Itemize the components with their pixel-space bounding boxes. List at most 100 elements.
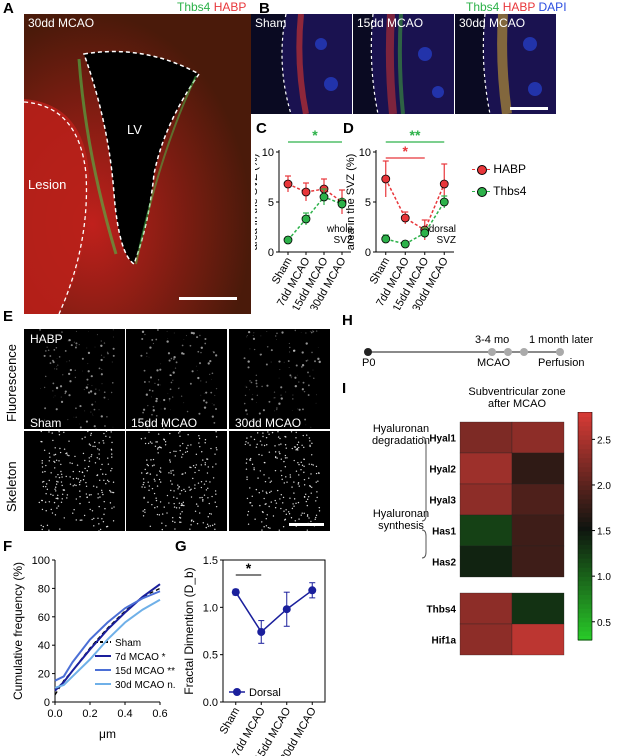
texture-dot bbox=[262, 435, 264, 438]
texture-dot bbox=[207, 497, 209, 499]
texture-dot bbox=[112, 329, 114, 331]
texture-dot bbox=[278, 360, 281, 363]
x-tick-label: 0.4 bbox=[117, 708, 132, 720]
texture-dot bbox=[157, 433, 160, 435]
data-point bbox=[337, 199, 347, 209]
texture-dot bbox=[168, 400, 170, 402]
texture-dot bbox=[140, 438, 143, 440]
texture-dot bbox=[215, 436, 218, 438]
texture-dot bbox=[179, 431, 181, 433]
texture-dot bbox=[250, 436, 252, 438]
texture-dot bbox=[198, 435, 200, 437]
texture-dot bbox=[303, 390, 306, 393]
texture-dot bbox=[295, 502, 297, 505]
texture-dot bbox=[273, 397, 275, 399]
texture-dot bbox=[99, 479, 101, 482]
texture-dot bbox=[103, 513, 105, 516]
texture-dot bbox=[254, 518, 256, 520]
texture-dot bbox=[303, 484, 306, 486]
annotation: dorsal bbox=[429, 224, 456, 235]
texture-dot bbox=[151, 503, 153, 506]
texture-dot bbox=[94, 462, 97, 464]
texture-dot bbox=[303, 512, 305, 514]
texture-dot bbox=[111, 456, 113, 458]
texture-dot bbox=[174, 521, 176, 524]
texture-dot bbox=[100, 358, 103, 362]
x-tick-label: 0.6 bbox=[152, 708, 167, 720]
texture-dot bbox=[59, 447, 61, 450]
texture-dot bbox=[298, 463, 300, 466]
texture-dot bbox=[50, 508, 52, 511]
texture-dot bbox=[48, 479, 50, 482]
texture-dot bbox=[95, 428, 97, 429]
texture-dot bbox=[62, 374, 64, 376]
legend-label: 7d MCAO * bbox=[115, 652, 166, 663]
texture-dot bbox=[103, 356, 105, 358]
texture-dot bbox=[85, 481, 87, 484]
texture-dot bbox=[75, 330, 78, 332]
colorbar-segment bbox=[578, 498, 592, 504]
chart-f: 0 20 40 60 80 100 0.0 0.2 0.4 0.6 μm Cumulative fre… bbox=[11, 555, 175, 741]
texture-dot bbox=[301, 388, 304, 391]
texture-dot bbox=[213, 421, 216, 424]
texture-dot bbox=[56, 480, 58, 483]
texture-dot bbox=[298, 474, 300, 476]
texture-dot bbox=[102, 493, 104, 496]
texture-dot bbox=[284, 454, 287, 457]
texture-dot bbox=[179, 513, 182, 515]
texture-dot bbox=[68, 454, 70, 457]
texture-dot bbox=[46, 346, 48, 348]
texture-dot bbox=[43, 386, 46, 389]
texture-dot bbox=[271, 431, 274, 434]
texture-dot bbox=[94, 392, 97, 395]
texture-dot bbox=[73, 484, 76, 486]
texture-dot bbox=[256, 432, 259, 434]
texture-dot bbox=[192, 464, 195, 467]
texture-dot bbox=[166, 340, 169, 343]
texture-dot bbox=[312, 464, 314, 466]
texture-dot bbox=[173, 502, 175, 505]
texture-dot bbox=[272, 515, 275, 517]
texture-dot bbox=[60, 501, 63, 504]
texture-dot bbox=[255, 402, 257, 404]
heatmap-cell bbox=[459, 514, 513, 547]
texture-dot bbox=[152, 458, 155, 461]
texture-dot bbox=[105, 482, 107, 485]
texture-dot bbox=[294, 520, 297, 522]
texture-dot bbox=[105, 473, 107, 476]
panel-e-label-2: 30dd MCAO bbox=[235, 416, 302, 430]
texture-dot bbox=[294, 384, 298, 388]
texture-dot bbox=[103, 432, 105, 435]
texture-dot bbox=[249, 487, 251, 489]
texture-dot bbox=[214, 453, 216, 455]
texture-dot bbox=[155, 397, 158, 400]
texture-dot bbox=[44, 407, 47, 410]
timeline bbox=[364, 348, 564, 356]
texture-dot bbox=[159, 470, 161, 472]
texture-dot bbox=[289, 476, 292, 478]
colorbar-segment bbox=[578, 626, 592, 632]
texture-dot bbox=[106, 351, 109, 353]
texture-dot bbox=[169, 480, 172, 482]
texture-dot bbox=[195, 503, 198, 505]
texture-dot bbox=[267, 431, 269, 433]
texture-dot bbox=[275, 502, 278, 504]
row-label-fluorescence: Fluorescence bbox=[4, 343, 19, 422]
texture-dot bbox=[252, 426, 254, 428]
texture-dot bbox=[167, 352, 171, 355]
texture-dot bbox=[206, 523, 209, 526]
texture-dot bbox=[204, 462, 206, 464]
texture-dot bbox=[308, 437, 311, 439]
panel-b-30dd-image: 30dd MCAO bbox=[455, 14, 556, 114]
texture-dot bbox=[87, 370, 90, 373]
texture-dot bbox=[160, 384, 161, 386]
texture-dot bbox=[261, 454, 263, 457]
texture-dot bbox=[310, 492, 312, 494]
texture-dot bbox=[67, 419, 69, 421]
data-point bbox=[439, 179, 449, 189]
texture-dot bbox=[73, 341, 75, 343]
texture-dot bbox=[170, 472, 172, 474]
texture-dot bbox=[304, 418, 307, 421]
texture-dot bbox=[78, 483, 81, 486]
texture-dot bbox=[194, 484, 196, 486]
